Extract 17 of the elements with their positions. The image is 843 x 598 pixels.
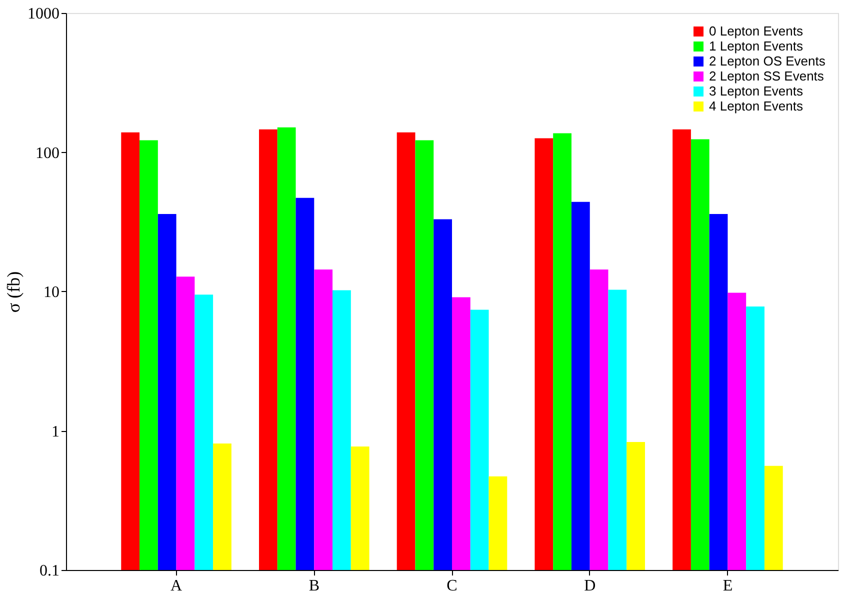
y-tick-label: 100 bbox=[36, 144, 60, 162]
legend-label: 3 Lepton Events bbox=[709, 84, 804, 98]
x-tick-label: A bbox=[170, 578, 183, 594]
y-tick-label: 0.1 bbox=[40, 562, 60, 580]
legend-label: 1 Lepton Events bbox=[709, 38, 804, 54]
x-tick-label: C bbox=[446, 578, 458, 594]
legend-label: 4 Lepton Events bbox=[709, 98, 804, 114]
legend-label: 2 Lepton OS Events bbox=[709, 54, 826, 68]
y-tick-label: 1000 bbox=[28, 6, 60, 22]
legend-label: 2 Lepton SS Events bbox=[709, 68, 824, 84]
x-tick-label: D bbox=[584, 578, 596, 594]
legend-label: 0 Lepton Events bbox=[709, 24, 804, 38]
x-tick-label: E bbox=[722, 578, 733, 594]
y-tick-label: 1 bbox=[52, 423, 60, 440]
x-tick-label: B bbox=[308, 578, 320, 594]
y-axis-title: σ (fb) bbox=[4, 271, 24, 313]
y-tick-label: 10 bbox=[44, 284, 60, 301]
